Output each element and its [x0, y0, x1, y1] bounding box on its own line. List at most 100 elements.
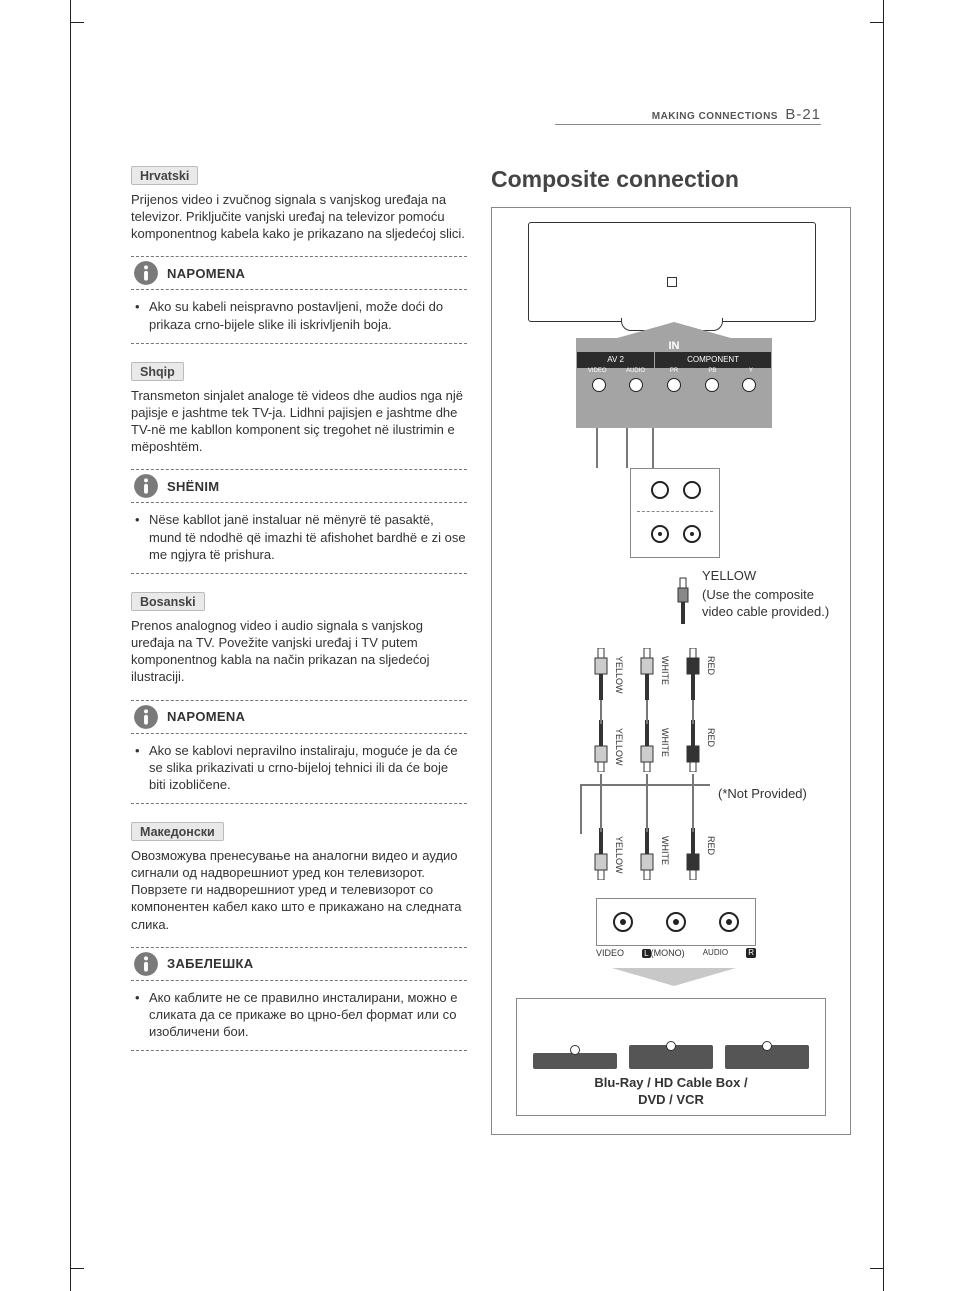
- port-icon: [742, 378, 756, 392]
- rca-plug-icon: [592, 648, 610, 700]
- wire: [600, 700, 602, 724]
- jack-icon: [719, 912, 739, 932]
- yellow-hint: (Use the composite video cable provided.…: [702, 587, 846, 621]
- language-badge: Shqip: [131, 362, 184, 381]
- wire: [692, 700, 694, 724]
- yellow-label: YELLOW: [702, 568, 846, 585]
- crop-mark-icon: [870, 1268, 884, 1269]
- inputs-cell-av2: AV 2: [576, 352, 655, 368]
- port-label: PR: [655, 368, 693, 374]
- inputs-in-label: IN: [576, 338, 772, 352]
- page-header: MAKING CONNECTIONS B-21: [652, 106, 821, 123]
- bluray-icon: [533, 1053, 617, 1069]
- rca-label: WHITE: [660, 836, 670, 865]
- rca-plug-icon: [592, 720, 610, 772]
- lang-block-bs: Bosanski Prenos analognog video i audio …: [131, 592, 467, 804]
- coax-adapter-icon: [630, 468, 720, 558]
- ports-row: [576, 374, 772, 394]
- wire: [596, 428, 598, 468]
- lang-block-hr: Hrvatski Prijenos video i zvučnog signal…: [131, 166, 467, 344]
- port-label: AUDIO: [616, 368, 654, 374]
- paragraph: Prenos analognog video i audio signala s…: [131, 617, 467, 686]
- lang-block-mk: Македонски Овозможува пренесување на ана…: [131, 822, 467, 1051]
- rca-label: YELLOW: [614, 728, 624, 766]
- note-body: Ako se kablovi nepravilno instaliraju, m…: [131, 742, 467, 793]
- rca-label: RED: [706, 836, 716, 855]
- devices-panel: Blu-Ray / HD Cable Box / DVD / VCR: [516, 998, 826, 1116]
- wire: [600, 774, 602, 832]
- tv-icon: [528, 222, 816, 322]
- tv-inputs-panel: IN AV 2 COMPONENT VIDEO AUDIO PR PB Y: [576, 338, 772, 428]
- language-badge: Македонски: [131, 822, 224, 841]
- inputs-cell-component: COMPONENT: [655, 352, 772, 368]
- paragraph: Prijenos video i zvučnog signala s vanjs…: [131, 191, 467, 242]
- paragraph: Овозможува пренесување на аналогни видео…: [131, 847, 467, 933]
- info-icon: [133, 473, 159, 499]
- port-icon: [592, 378, 606, 392]
- wire: [692, 774, 694, 832]
- connection-diagram: IN AV 2 COMPONENT VIDEO AUDIO PR PB Y: [491, 207, 851, 1135]
- jack-label: L: [642, 949, 650, 958]
- header-section: MAKING CONNECTIONS: [652, 111, 778, 122]
- not-provided-note: (*Not Provided): [718, 786, 807, 801]
- devices-caption-line1: Blu-Ray / HD Cable Box /: [517, 1075, 825, 1092]
- rca-plug-icon: [638, 828, 656, 880]
- jack-icon: [666, 912, 686, 932]
- info-icon: [133, 704, 159, 730]
- note-title: NAPOMENA: [167, 709, 245, 724]
- jack-label: VIDEO: [596, 948, 624, 958]
- jack-icon: [613, 912, 633, 932]
- port-icon: [705, 378, 719, 392]
- left-column: Hrvatski Prijenos video i zvučnog signal…: [131, 166, 467, 1135]
- rca-group-bottom: YELLOW WHITE RED: [592, 828, 762, 898]
- wire: [652, 428, 654, 468]
- header-page-number: B-21: [785, 106, 821, 123]
- rca-plug-icon: [684, 720, 702, 772]
- port-icon: [629, 378, 643, 392]
- rca-label: YELLOW: [614, 656, 624, 694]
- wire: [646, 700, 648, 724]
- port-label: VIDEO: [578, 368, 616, 374]
- note-body: Ако каблите не се правилно инсталирани, …: [131, 989, 467, 1040]
- info-icon: [133, 951, 159, 977]
- note-title: ЗАБЕЛЕШКА: [167, 956, 253, 971]
- rca-group-mid: YELLOW WHITE RED: [592, 720, 762, 790]
- rca-label: WHITE: [660, 728, 670, 757]
- jack-label: AUDIO: [703, 948, 728, 958]
- language-badge: Hrvatski: [131, 166, 198, 185]
- rca-label: RED: [706, 656, 716, 675]
- rca-label: YELLOW: [614, 836, 624, 874]
- rca-plug-icon: [684, 828, 702, 880]
- page-frame: MAKING CONNECTIONS B-21 Hrvatski Prijeno…: [70, 0, 884, 1291]
- dvd-vcr-icon: [725, 1045, 809, 1069]
- section-title: Composite connection: [491, 166, 853, 193]
- wire: [646, 774, 648, 832]
- composite-plug-icon: [676, 576, 690, 626]
- note-body: Nëse kabllot janë instaluar në mënyrë të…: [131, 511, 467, 562]
- port-icon: [667, 378, 681, 392]
- rca-plug-icon: [638, 648, 656, 700]
- jack-label: (MONO): [651, 948, 685, 958]
- language-badge: Bosanski: [131, 592, 205, 611]
- port-label: PB: [693, 368, 731, 374]
- note-title: SHËNIM: [167, 479, 219, 494]
- rca-group-top: YELLOW WHITE RED: [592, 648, 762, 718]
- rca-plug-icon: [684, 648, 702, 700]
- port-label: Y: [732, 368, 770, 374]
- device-jack-labels: VIDEO L(MONO) AUDIO R: [596, 948, 756, 958]
- note-block: NAPOMENA Ako su kabeli neispravno postav…: [131, 256, 467, 343]
- rca-label: WHITE: [660, 656, 670, 685]
- note-block: NAPOMENA Ako se kablovi nepravilno insta…: [131, 700, 467, 804]
- wire: [580, 784, 582, 834]
- yellow-note: YELLOW (Use the composite video cable pr…: [702, 568, 846, 621]
- wire: [626, 428, 628, 468]
- callout-wedge-icon: [612, 968, 736, 986]
- crop-mark-icon: [70, 1268, 84, 1269]
- device-jacks: [596, 898, 756, 946]
- info-icon: [133, 260, 159, 286]
- port-label-row: VIDEO AUDIO PR PB Y: [576, 368, 772, 374]
- header-rule: [555, 124, 821, 125]
- tv-power-indicator-icon: [667, 277, 677, 287]
- devices-caption-line2: DVD / VCR: [517, 1092, 825, 1109]
- right-column: Composite connection IN AV 2 COMPONENT V…: [491, 166, 853, 1135]
